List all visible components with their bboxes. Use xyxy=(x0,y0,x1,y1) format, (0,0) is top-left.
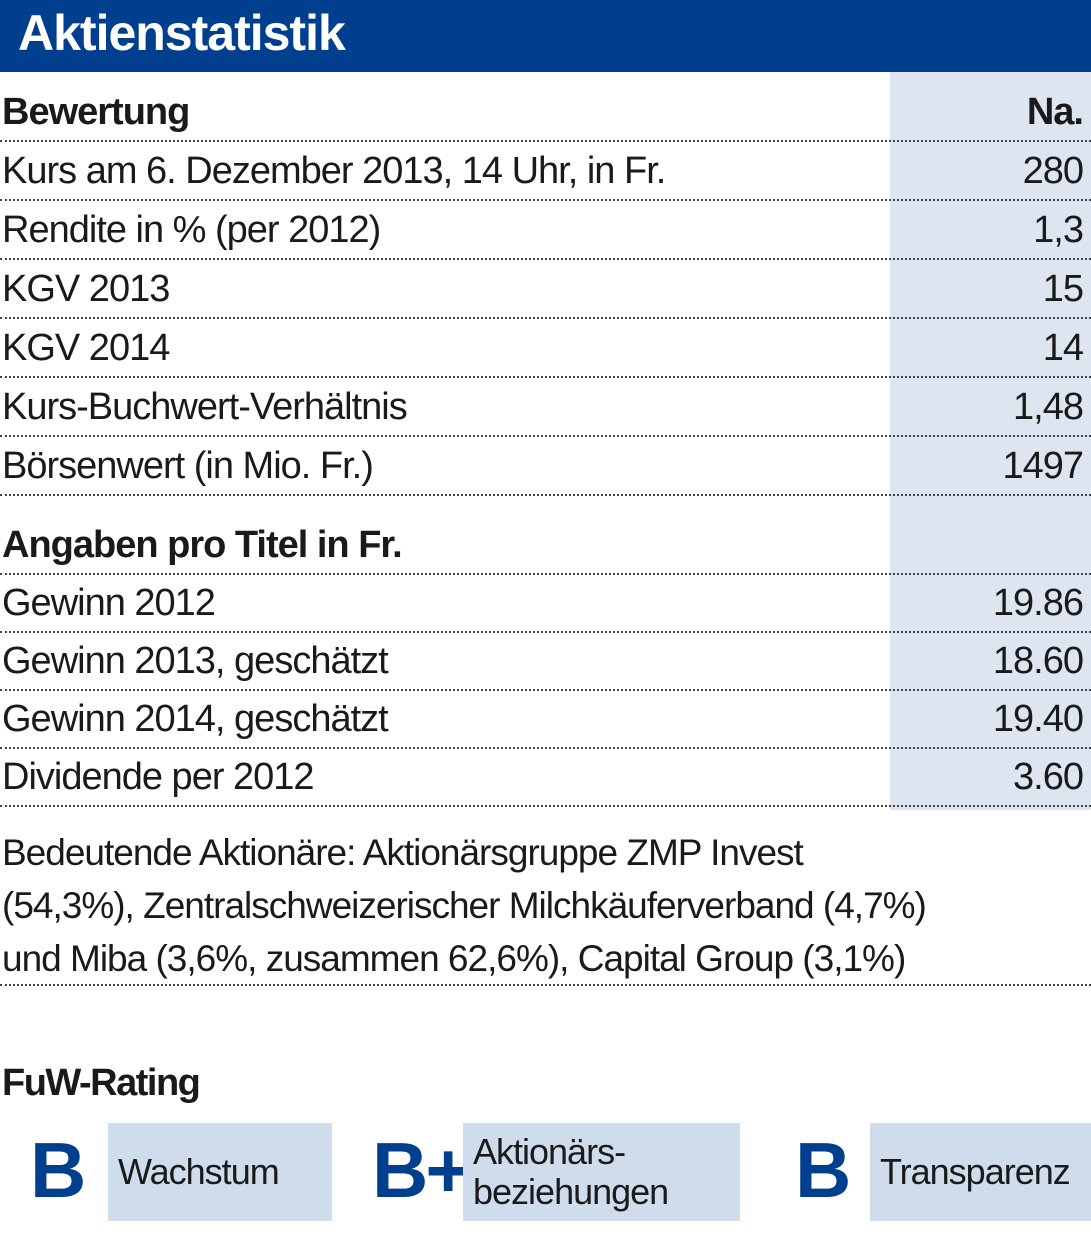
note-line: (54,3%), Zentralschweizerischer Milchkäu… xyxy=(2,885,927,926)
row-value: 1,3 xyxy=(1033,209,1084,251)
rating-grade: B+ xyxy=(372,1126,471,1214)
title: Aktienstatistik xyxy=(18,5,346,61)
column-heading: Na. xyxy=(1026,91,1084,133)
row-label: Kurs-Buchwert-Verhältnis xyxy=(2,386,408,428)
note-line: und Miba (3,6%, zusammen 62,6%), Capital… xyxy=(2,938,906,979)
row-value: 18.60 xyxy=(992,640,1084,682)
rating-label: Transparenz xyxy=(880,1151,1071,1192)
table-row: Gewinn 2012 19.86 xyxy=(0,574,1091,633)
table-row: Börsenwert (in Mio. Fr.) 1497 xyxy=(0,436,1091,496)
row-value: 19.86 xyxy=(992,582,1084,624)
table-row: Kurs am 6. Dezember 2013, 14 Uhr, in Fr.… xyxy=(0,141,1091,201)
table-row: KGV 2014 14 xyxy=(0,318,1091,378)
table-row: Angaben pro Titel in Fr. xyxy=(0,495,1091,575)
row-label: Kurs am 6. Dezember 2013, 14 Uhr, in Fr. xyxy=(2,150,666,192)
row-label: Gewinn 2012 xyxy=(2,582,216,624)
section-heading: Bewertung xyxy=(2,91,190,133)
rating-label: Wachstum xyxy=(118,1151,280,1192)
section-heading: Angaben pro Titel in Fr. xyxy=(2,524,403,566)
rating-label: beziehungen xyxy=(473,1171,669,1212)
value-column-shade xyxy=(890,72,1091,810)
row-label: Dividende per 2012 xyxy=(2,756,315,798)
table-row: KGV 2013 15 xyxy=(0,259,1091,319)
row-value: 1,48 xyxy=(1013,386,1084,428)
table-row: Dividende per 2012 3.60 xyxy=(0,748,1091,807)
table-row: Gewinn 2014, geschätzt 19.40 xyxy=(0,690,1091,749)
row-value: 19.40 xyxy=(992,698,1084,740)
row-value: 3.60 xyxy=(1013,756,1084,798)
row-label: Gewinn 2014, geschätzt xyxy=(2,698,389,740)
table-row: Bewertung Na. xyxy=(0,82,1091,142)
rating-grade: B xyxy=(795,1126,851,1214)
rating-box: Transparenz xyxy=(870,1123,1091,1221)
note-line: Bedeutende Aktionäre: Aktionärsgruppe ZM… xyxy=(2,832,804,873)
rating-grade: B xyxy=(30,1126,86,1214)
row-label: Rendite in % (per 2012) xyxy=(2,209,381,251)
row-value: 1497 xyxy=(1002,445,1084,487)
rating-label: Aktionärs- xyxy=(473,1131,626,1172)
note: Bedeutende Aktionäre: Aktionärsgruppe ZM… xyxy=(0,826,1091,986)
table-row: Rendite in % (per 2012) 1,3 xyxy=(0,200,1091,260)
rating-box: Wachstum xyxy=(108,1123,332,1221)
row-label: Gewinn 2013, geschätzt xyxy=(2,640,389,682)
header-bar: Aktienstatistik xyxy=(0,0,1091,72)
table-row: Gewinn 2013, geschätzt 18.60 xyxy=(0,632,1091,691)
row-value: 15 xyxy=(1042,268,1084,310)
row-label: KGV 2014 xyxy=(2,327,170,369)
row-label: KGV 2013 xyxy=(2,268,170,310)
row-value: 280 xyxy=(1022,150,1084,192)
table-row: Kurs-Buchwert-Verhältnis 1,48 xyxy=(0,377,1091,437)
row-value: 14 xyxy=(1042,327,1084,369)
row-label: Börsenwert (in Mio. Fr.) xyxy=(2,445,374,487)
rating-box: Aktionärs-beziehungen xyxy=(463,1123,740,1221)
rating-title: FuW-Rating xyxy=(2,1062,201,1104)
